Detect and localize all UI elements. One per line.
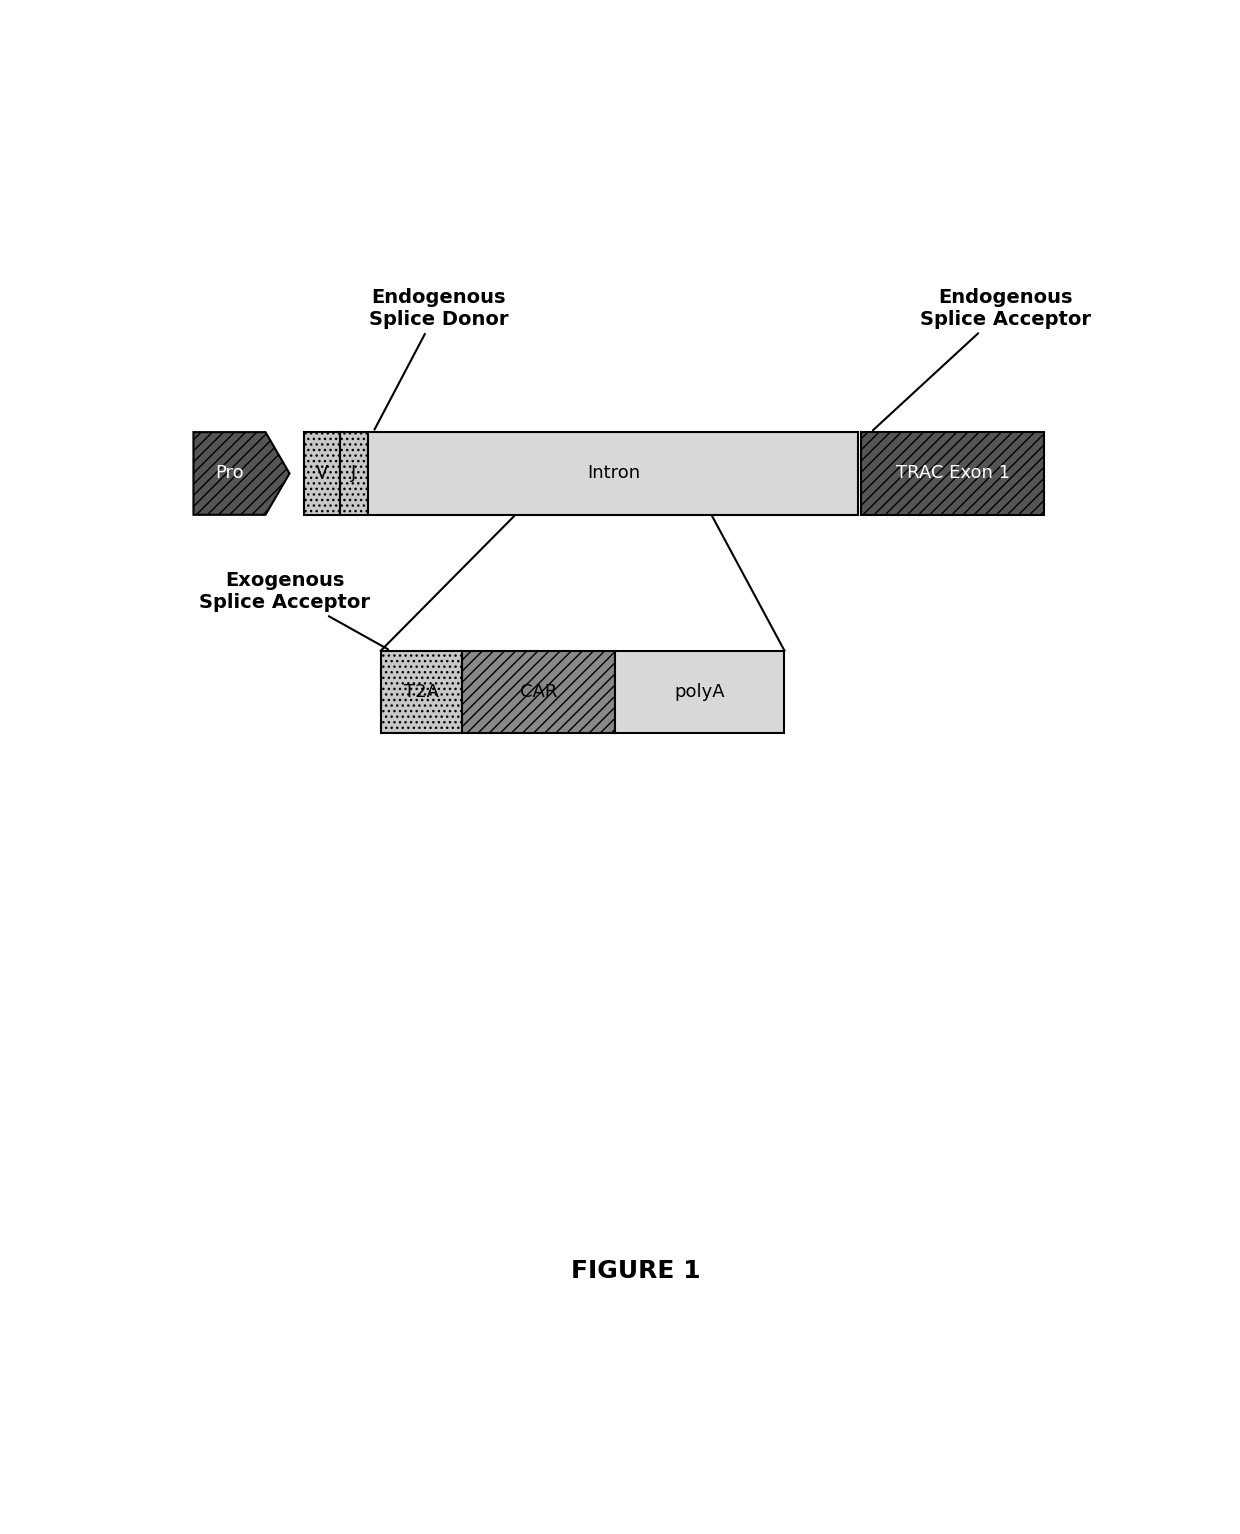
Text: TRAC Exon 1: TRAC Exon 1 xyxy=(895,465,1009,483)
FancyBboxPatch shape xyxy=(368,433,858,515)
Polygon shape xyxy=(193,433,290,515)
Text: FIGURE 1: FIGURE 1 xyxy=(570,1259,701,1282)
Text: J: J xyxy=(351,465,357,483)
FancyBboxPatch shape xyxy=(304,433,341,515)
FancyBboxPatch shape xyxy=(862,433,1044,515)
Text: Exogenous
Splice Acceptor: Exogenous Splice Acceptor xyxy=(200,571,388,649)
FancyBboxPatch shape xyxy=(340,433,368,515)
Text: Pro: Pro xyxy=(216,465,244,483)
FancyBboxPatch shape xyxy=(461,650,615,733)
Text: Endogenous
Splice Donor: Endogenous Splice Donor xyxy=(368,287,508,430)
Text: polyA: polyA xyxy=(675,683,725,701)
Text: Endogenous
Splice Acceptor: Endogenous Splice Acceptor xyxy=(873,287,1091,430)
Text: T2A: T2A xyxy=(404,683,439,701)
FancyBboxPatch shape xyxy=(615,650,785,733)
Text: V: V xyxy=(316,465,329,483)
Text: CAR: CAR xyxy=(520,683,557,701)
FancyBboxPatch shape xyxy=(381,650,461,733)
Text: Intron: Intron xyxy=(587,465,640,483)
